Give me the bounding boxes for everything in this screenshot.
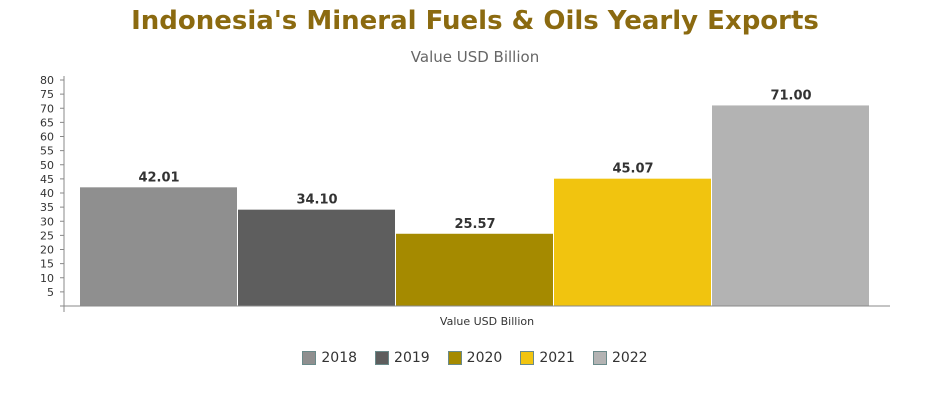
legend-swatch xyxy=(375,351,390,365)
legend-label: 2020 xyxy=(466,350,503,366)
legend-label: 2022 xyxy=(611,350,648,366)
y-tick-label: 20 xyxy=(40,244,54,257)
y-tick-label: 60 xyxy=(40,131,54,144)
legend-item-2021[interactable]: 2021 xyxy=(520,350,575,366)
y-tick-label: 5 xyxy=(47,286,54,299)
legend-item-2020[interactable]: 2020 xyxy=(447,350,503,366)
legend-swatch xyxy=(520,351,535,365)
legend-swatch xyxy=(302,351,317,365)
bar-2019[interactable] xyxy=(238,209,395,306)
bar-value-label-2022: 71.00 xyxy=(770,88,811,103)
legend-label: 2018 xyxy=(321,350,358,366)
y-tick-label: 50 xyxy=(40,159,54,172)
bar-value-label-2020: 25.57 xyxy=(454,217,495,232)
legend: 2018 2019 2020 2021 2022 xyxy=(0,350,950,366)
legend-item-2019[interactable]: 2019 xyxy=(375,350,430,366)
bar-2018[interactable] xyxy=(80,187,237,306)
y-tick-label: 10 xyxy=(40,272,54,285)
x-axis-label: Value USD Billion xyxy=(440,315,534,328)
y-tick-label: 45 xyxy=(40,173,54,186)
legend-item-2022[interactable]: 2022 xyxy=(592,350,648,366)
y-tick-label: 30 xyxy=(40,215,54,228)
y-tick-label: 55 xyxy=(40,145,54,158)
y-tick-label: 65 xyxy=(40,116,54,129)
y-tick-label: 25 xyxy=(40,229,54,242)
bars xyxy=(80,105,869,306)
y-tick-label: 35 xyxy=(40,201,54,214)
bar-2022[interactable] xyxy=(712,105,869,306)
legend-label: 2021 xyxy=(539,350,575,366)
chart-title: Indonesia's Mineral Fuels & Oils Yearly … xyxy=(131,6,819,36)
y-tick-label: 40 xyxy=(40,187,54,200)
bar-2021[interactable] xyxy=(554,178,711,306)
bar-labels: 42.01 34.10 25.57 45.07 71.00 xyxy=(138,88,811,231)
bar-value-label-2021: 45.07 xyxy=(612,162,653,177)
legend-swatch xyxy=(447,351,462,365)
bar-2020[interactable] xyxy=(396,233,553,306)
legend-label: 2019 xyxy=(394,350,430,366)
y-tick-label: 75 xyxy=(40,88,54,101)
bar-value-label-2019: 34.10 xyxy=(296,193,337,208)
chart-subtitle: Value USD Billion xyxy=(410,48,540,66)
y-tick-label: 70 xyxy=(40,102,54,115)
bar-value-label-2018: 42.01 xyxy=(138,170,179,185)
legend-swatch xyxy=(592,351,607,365)
y-tick-label: 80 xyxy=(40,74,54,87)
legend-item-2018[interactable]: 2018 xyxy=(302,350,357,366)
y-tick-label: 15 xyxy=(40,258,54,271)
